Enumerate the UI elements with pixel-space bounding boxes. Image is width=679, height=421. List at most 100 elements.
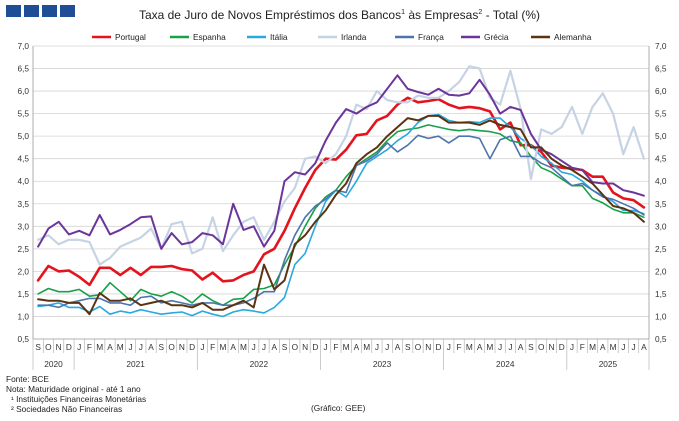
y-tick-label-right: 2,0 [655, 266, 667, 276]
x-year-label: 2025 [599, 359, 618, 369]
y-tick-label-right: 5,5 [655, 109, 667, 119]
x-month-label: A [107, 342, 113, 352]
x-month-label: J [77, 342, 81, 352]
y-tick-label-left: 0,5 [17, 334, 29, 344]
x-month-label: N [179, 342, 185, 352]
legend-label: Grécia [484, 32, 509, 42]
series-line-frana [37, 134, 645, 309]
x-month-label: A [641, 342, 647, 352]
y-tick-label-right: 1,0 [655, 311, 667, 321]
chart-credit: (Gráfico: GEE) [311, 403, 366, 413]
x-month-label: J [508, 342, 512, 352]
x-month-label: M [240, 342, 247, 352]
title-superscript: 2 [478, 9, 483, 16]
x-month-label: A [148, 342, 154, 352]
y-tick-label-right: 2,5 [655, 244, 667, 254]
y-tick-label-left: 4,0 [17, 176, 29, 186]
x-month-label: F [333, 342, 338, 352]
x-month-label: N [302, 342, 308, 352]
x-month-label: D [66, 342, 72, 352]
x-month-label: A [354, 342, 360, 352]
maturity-note: Nota: Maturidade original - até 1 ano [6, 384, 141, 394]
x-month-label: J [262, 342, 266, 352]
x-month-label: A [395, 342, 401, 352]
y-tick-label-right: 4,5 [655, 154, 667, 164]
legend: Portugal Espanha Itália Irlanda França Grécia… [92, 32, 592, 42]
x-month-label: J [375, 342, 379, 352]
x-month-label: J [252, 342, 256, 352]
title-part: às Empresas [404, 8, 479, 22]
x-month-label: D [312, 342, 318, 352]
x-month-label: S [528, 342, 534, 352]
grid-lines [33, 45, 649, 317]
y-tick-label-left: 1,0 [17, 311, 29, 321]
x-month-label: J [570, 342, 574, 352]
x-month-label: A [518, 342, 524, 352]
y-tick-label-left: 2,0 [17, 266, 29, 276]
legend-item: Grécia [461, 32, 509, 42]
footnotes: Fonte: BCE Nota: Maturidade original - a… [6, 374, 146, 414]
legend-label: Portugal [115, 32, 146, 42]
series-line-portugal [36, 96, 646, 287]
x-month-label: M [219, 342, 226, 352]
x-month-label: J [447, 342, 451, 352]
x-month-label: J [498, 342, 502, 352]
y-tick-label-right: 6,5 [655, 64, 667, 74]
series-lines [36, 65, 646, 318]
series-line-grcia [37, 74, 645, 250]
footnote-2: ² Sociedades Não Financeiras [11, 404, 123, 414]
y-tick-label-left: 3,5 [17, 199, 29, 209]
series-line-irlanda [36, 65, 646, 266]
x-month-label: M [117, 342, 124, 352]
x-month-label: S [35, 342, 41, 352]
x-year-label: 2021 [126, 359, 145, 369]
y-tick-label-right: 5,0 [655, 131, 667, 141]
y-tick-label-left: 3,0 [17, 221, 29, 231]
x-month-label: F [87, 342, 92, 352]
x-month-label: M [589, 342, 596, 352]
title-part: Taxa de Juro de Novos Empréstimos dos Ba… [138, 8, 402, 22]
x-month-label: S [282, 342, 288, 352]
y-tick-label-left: 6,0 [17, 86, 29, 96]
y-tick-label-right: 4,0 [655, 176, 667, 186]
legend-item: França [395, 32, 444, 42]
x-month-label: A [271, 342, 277, 352]
y-tick-label-left: 7,0 [17, 41, 29, 51]
x-month-label: S [405, 342, 411, 352]
axes: 0,5 0,5 1,0 1,0 1,5 1,5 2,0 2,0 2,5 2,5 3,0 3,0 3,5 3… [17, 41, 667, 370]
x-month-label: J [128, 342, 132, 352]
legend-label: Itália [270, 32, 288, 42]
title-superscript: 1 [401, 9, 405, 16]
legend-item: Itália [247, 32, 288, 42]
x-month-label: J [200, 342, 204, 352]
x-month-label: M [466, 342, 473, 352]
gee-logo [6, 5, 75, 17]
y-tick-label-right: 6,0 [655, 86, 667, 96]
x-month-label: M [486, 342, 493, 352]
legend-item: Irlanda [318, 32, 367, 42]
y-tick-label-right: 0,5 [655, 334, 667, 344]
x-month-label: O [168, 342, 175, 352]
x-month-label: F [580, 342, 585, 352]
x-month-label: O [292, 342, 299, 352]
x-month-label: M [363, 342, 370, 352]
source-note: Fonte: BCE [6, 374, 49, 384]
y-tick-label-right: 7,0 [655, 41, 667, 51]
logo-block [24, 5, 39, 17]
logo-block [42, 5, 57, 17]
logo-block [60, 5, 75, 17]
x-month-label: J [385, 342, 389, 352]
x-month-label: A [230, 342, 236, 352]
x-year-label: 2022 [250, 359, 269, 369]
y-tick-label-right: 3,0 [655, 221, 667, 231]
x-year-label: 2023 [373, 359, 392, 369]
line-chart: 0,5 0,5 1,0 1,0 1,5 1,5 2,0 2,0 2,5 2,5 3,0 3,0 3,5 3… [17, 32, 667, 370]
x-month-label: A [600, 342, 606, 352]
x-month-label: D [436, 342, 442, 352]
x-month-label: J [632, 342, 636, 352]
y-tick-label-left: 6,5 [17, 64, 29, 74]
x-month-label: J [139, 342, 143, 352]
legend-item: Alemanha [531, 32, 592, 42]
chart-title: Taxa de Juro de Novos Empréstimos dos Ba… [0, 8, 679, 22]
y-tick-label-left: 4,5 [17, 154, 29, 164]
